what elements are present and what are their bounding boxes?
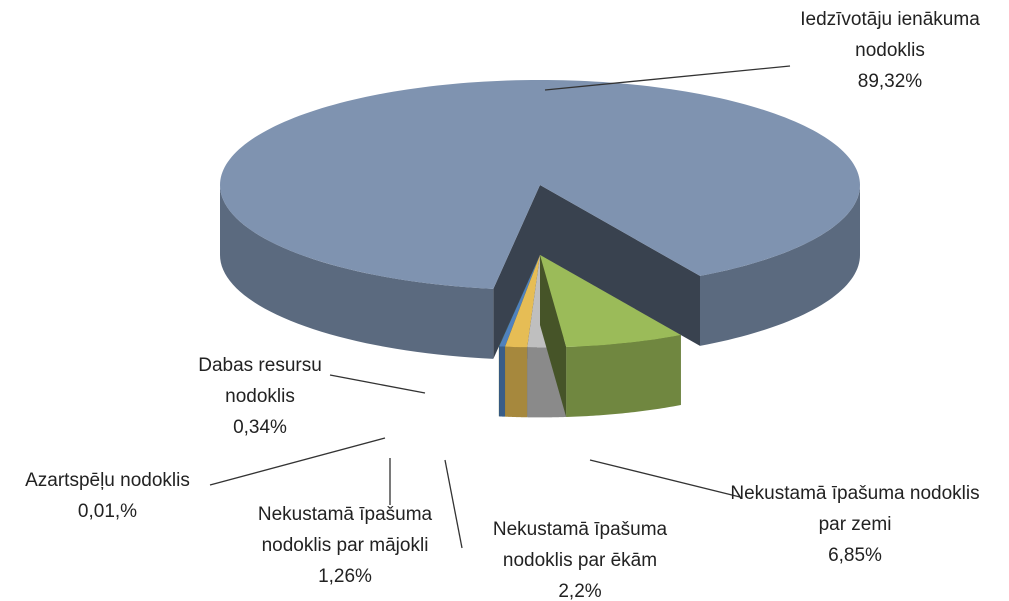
slice-top [505, 255, 540, 348]
data-label: Nekustamā īpašuma nodoklis par zemi 6,85% [725, 478, 985, 571]
data-label: Nekustamā īpašuma nodoklis par ēkām 2,2% [460, 514, 700, 601]
value-label: 0,34% [233, 417, 287, 438]
value-label: 89,32% [857, 71, 923, 92]
slice-top [220, 80, 860, 289]
slice-top [498, 255, 540, 347]
slice-side [700, 185, 860, 346]
category-label: Dabas resursu nodoklis [198, 355, 322, 407]
slice-wall [540, 185, 700, 346]
leader-line [209, 437, 386, 486]
category-label: Nekustamā īpašuma nodoklis par mājokli [257, 504, 433, 556]
value-label: 6,85% [828, 545, 882, 566]
slice-side [505, 346, 528, 418]
category-label: Azartspēļu nodoklis [25, 470, 190, 491]
slice-side [220, 185, 494, 359]
leader-line [329, 374, 426, 394]
value-label: 0,01,% [77, 501, 138, 522]
slice-top [499, 255, 540, 347]
value-label: 1,26% [318, 566, 372, 587]
leader-line [444, 459, 463, 549]
category-label: Iedzīvotāju ienākuma nodoklis [800, 9, 980, 61]
slice-wall [540, 255, 567, 417]
slice-wall [493, 185, 540, 359]
data-label: Dabas resursu nodoklis 0,34% [180, 350, 340, 443]
category-label: Nekustamā īpašuma nodoklis par ēkām [492, 519, 668, 571]
category-label: Nekustamā īpašuma nodoklis par zemi [730, 483, 980, 535]
leader-line [544, 65, 791, 91]
data-label: Azartspēļu nodoklis 0,01,% [0, 465, 215, 527]
slice-side [499, 346, 506, 417]
slice-side [566, 335, 681, 417]
leader-line [589, 459, 741, 498]
slice-top [540, 255, 681, 347]
data-label: Nekustamā īpašuma nodoklis par mājokli 1,… [225, 499, 465, 592]
data-label: Iedzīvotāju ienākuma nodoklis 89,32% [775, 4, 1005, 97]
value-label: 2,2% [558, 581, 602, 601]
